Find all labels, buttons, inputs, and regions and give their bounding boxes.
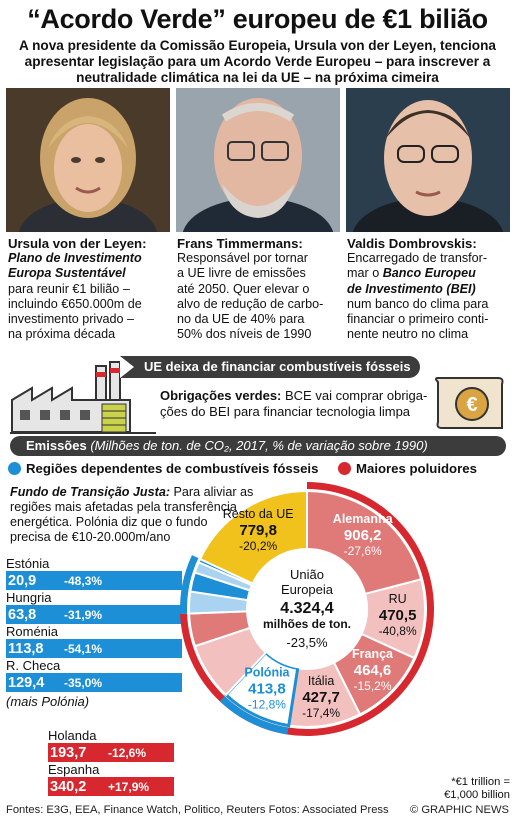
center-label: União [290,567,324,582]
center-pct: -23,5% [286,635,328,650]
bond-certificate-icon: € [435,377,504,429]
photo-timmermans [176,88,340,232]
slice-name-pol-nia: Polónia [244,666,290,680]
outer-ring-poland [219,696,289,735]
donut-center [247,549,367,669]
legend-biggest-polluters: Maiores poluidores [338,461,477,477]
slice-name-alemanha: Alemanha [333,512,394,526]
page-subtitle: A nova presidente da Comissão Europeia, … [19,38,496,85]
center-value: 4.324,4 [280,600,333,617]
person-dombrovskis: Valdis Dombrovskis: Encarregado de trans… [347,236,489,342]
list-item: R. Checa 129,4 -35,0% [6,658,182,692]
slice-value-alemanha: 906,2 [344,527,382,544]
slice-name-ru: RU [389,592,407,606]
center-unit: milhões de ton. [263,617,351,631]
slice-value-resto-da-ue: 779,8 [239,522,277,539]
fossil-dependent-list: Estónia 20,9 -48,3% Hungria 63,8 -31,9% Ro… [6,556,182,709]
people-descriptions: Ursula von der Leyen: Plano de Investime… [0,236,515,352]
slice-name-fran-a: França [352,647,394,661]
green-bonds-text: Obrigações verdes: BCE vai comprar obrig… [160,388,428,419]
slice-name-it-lia: Itália [308,674,334,688]
polluters-list: Holanda 193,7 -12,6% Espanha 340,2 +17,9% [48,728,174,796]
slice-pct-resto-da-ue: -20,2% [239,539,277,553]
slice-value-it-lia: 427,7 [302,689,340,706]
slice-pct-it-lia: -17,4% [302,706,340,720]
sources: Fontes: E3G, EEA, Finance Watch, Politic… [6,804,389,816]
copyright: © GRAPHIC NEWS [410,804,509,816]
legend-fossil-dependent: Regiões dependentes de combustíveis fóss… [8,461,318,477]
slice-pct-alemanha: -27,6% [344,544,382,558]
banner-notch [120,356,134,378]
slice-value-fran-a: 464,6 [354,662,392,679]
plus-poland-note: (mais Polónia) [6,694,90,709]
list-item: Estónia 20,9 -48,3% [6,556,182,590]
list-item: Espanha 340,2 +17,9% [48,762,174,796]
factory-icon [10,361,156,434]
emissions-header: Emissões (Milhões de ton. de CO₂, 2017, … [10,436,506,456]
list-item: Holanda 193,7 -12,6% [48,728,174,762]
person-von-der-leyen: Ursula von der Leyen: Plano de Investime… [8,236,147,342]
blue-dot-icon [8,462,21,475]
photo-von-der-leyen [6,88,170,232]
outer-ring-fossil [180,555,199,614]
slice-value-ru: 470,5 [379,607,417,624]
photo-dombrovskis [346,88,510,232]
center-label: Europeia [281,582,334,597]
fossil-fuel-banner: UE deixa de financiar combustíveis fósse… [120,356,420,378]
list-item: Roménia 113,8 -54,1% [6,624,182,658]
slice-pct-fran-a: -15,2% [354,679,392,693]
person-timmermans: Frans Timmermans: Responsável por tornar… [177,236,324,342]
svg-text:€: € [466,394,477,416]
page-title: “Acordo Verde” europeu de €1 bilião [27,4,488,34]
footnote: *€1 trillion = €1,000 billion [444,776,510,801]
just-transition-fund: Fundo de Transição Justa: Para aliviar a… [10,485,254,544]
slice-pct-pol-nia: -12,8% [248,698,286,712]
list-item: Hungria 63,8 -31,9% [6,590,182,624]
slice-pct-ru: -40,8% [379,624,417,638]
slice-value-pol-nia: 413,8 [248,681,286,698]
slice-name-resto-da-ue: Resto da UE [223,507,294,521]
red-dot-icon [338,462,351,475]
